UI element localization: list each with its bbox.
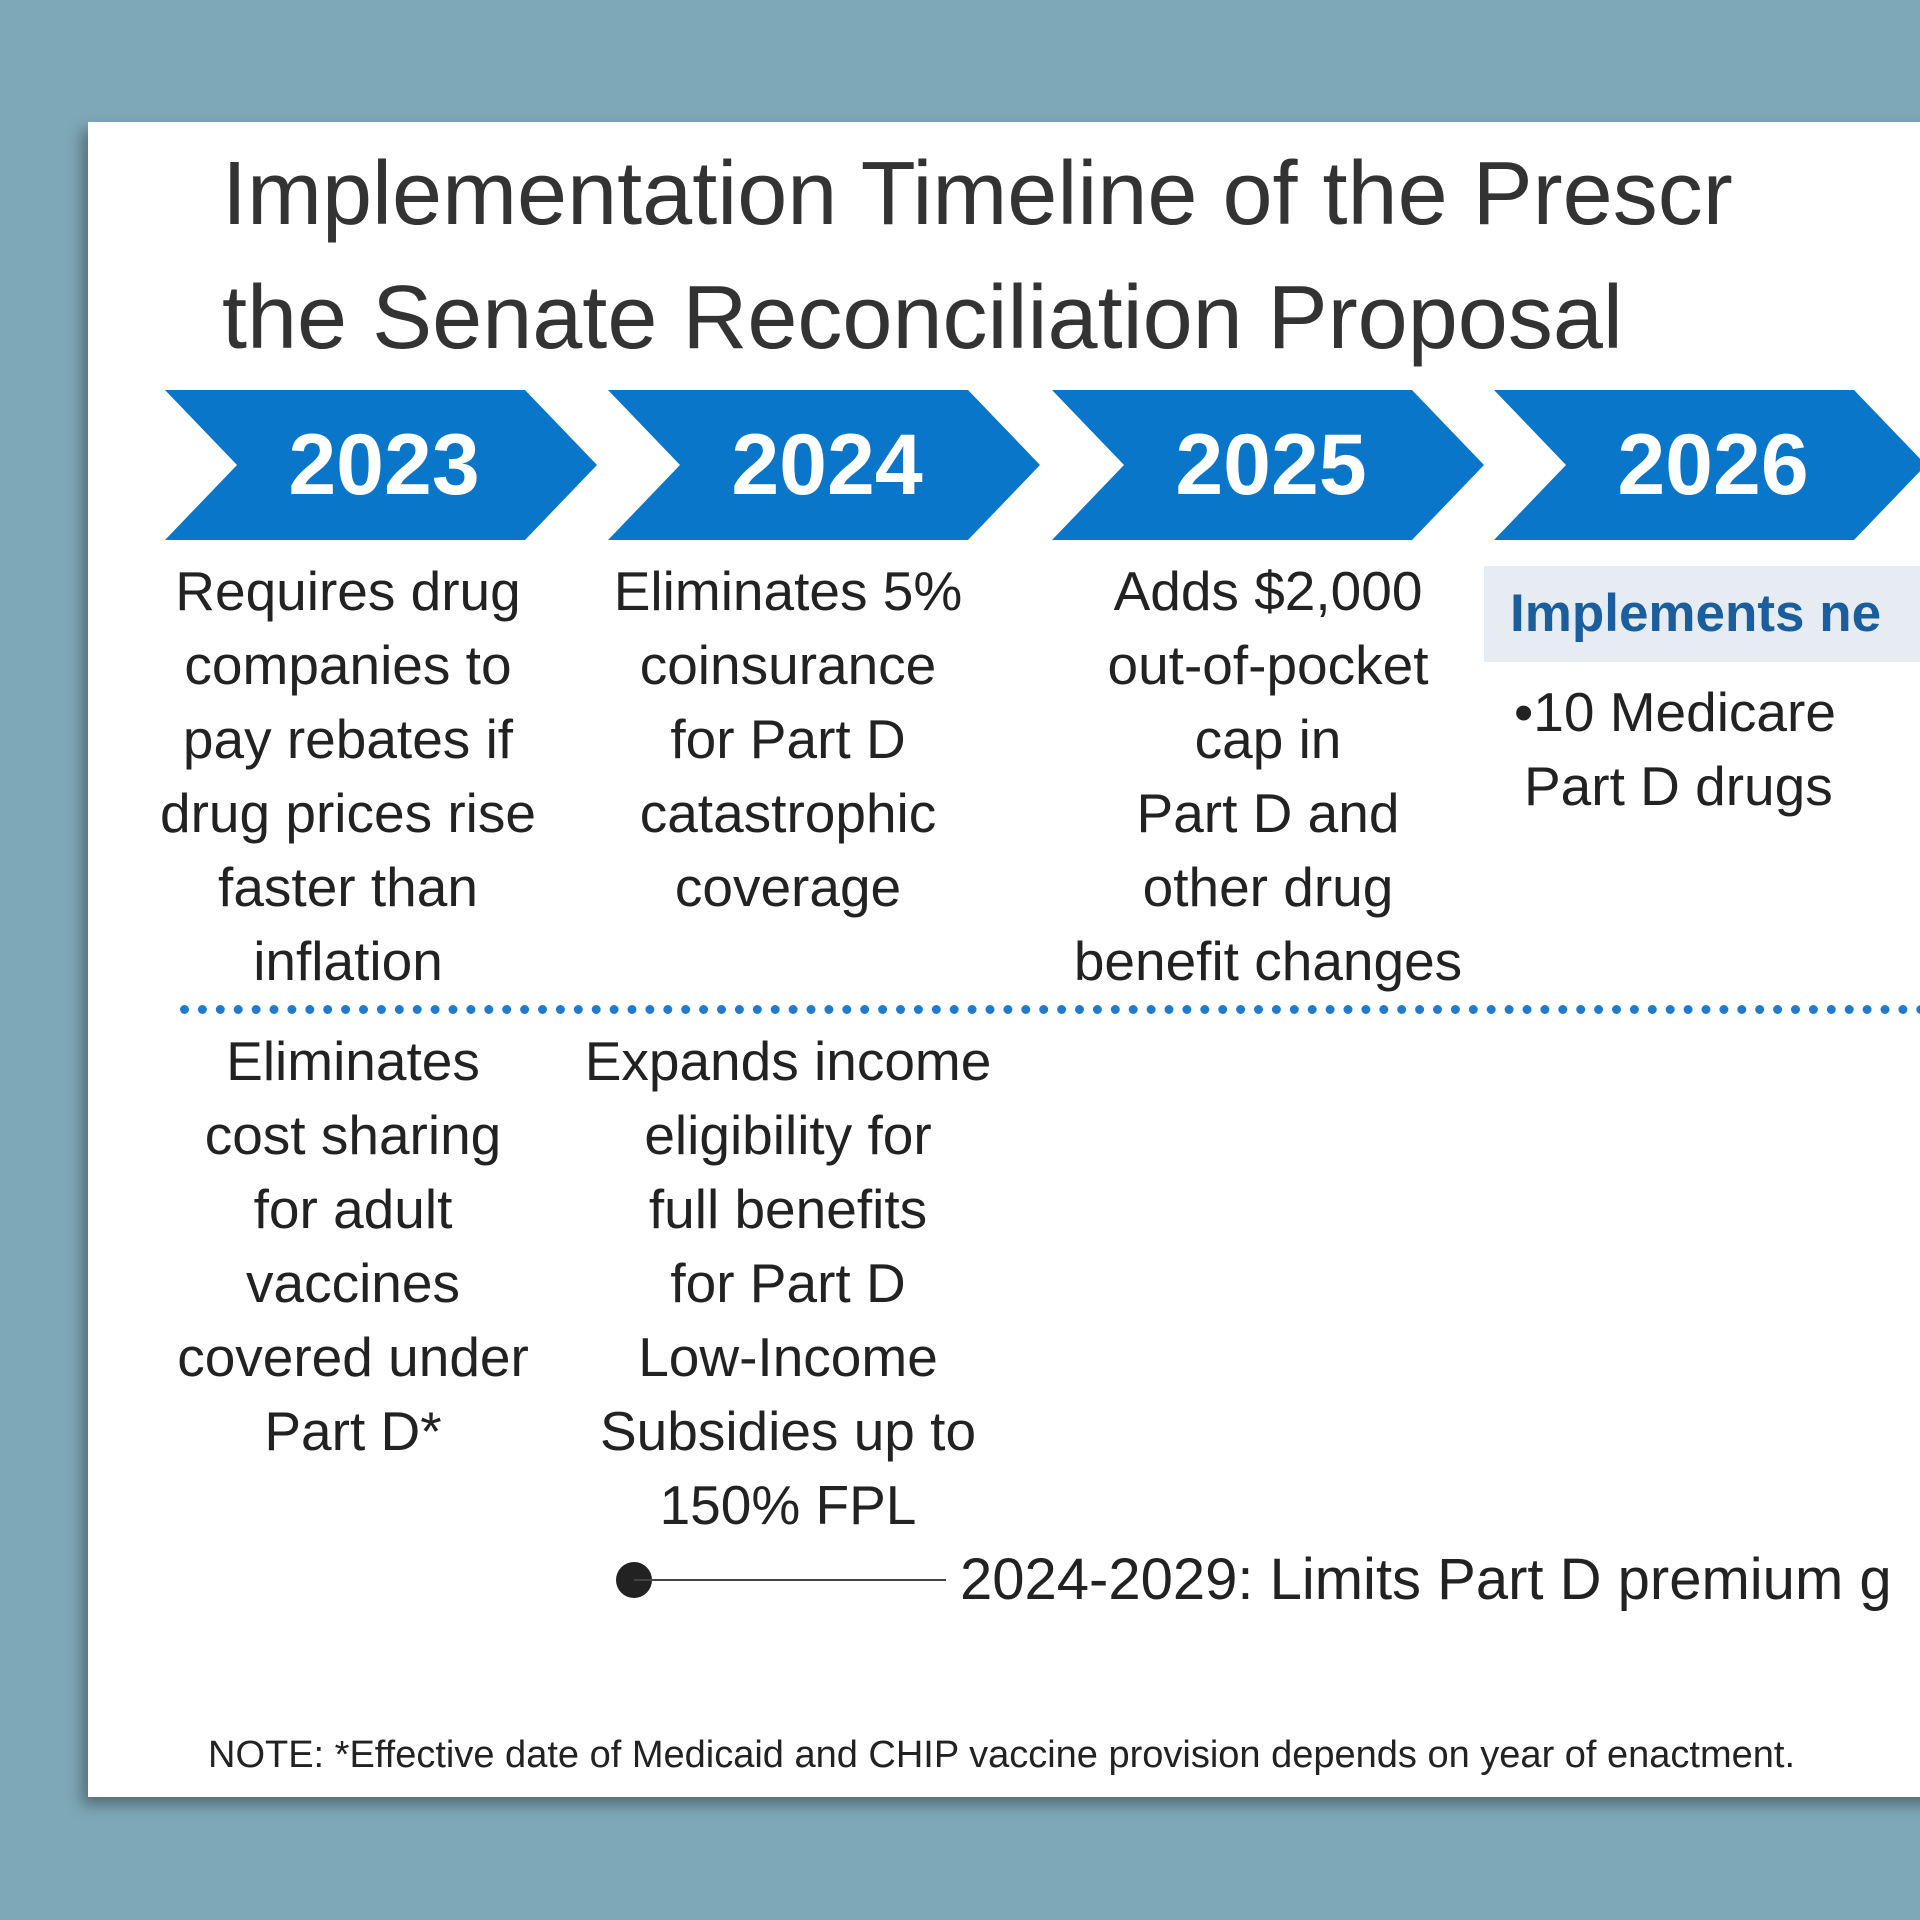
upper-2025-text: Adds $2,000 out-of-pocket cap in Part D … bbox=[1028, 554, 1508, 998]
text-line: catastrophic bbox=[639, 782, 937, 844]
text-line: 150% FPL bbox=[659, 1474, 917, 1536]
text-line: Eliminates 5% bbox=[613, 560, 963, 622]
text-line: full benefits bbox=[648, 1178, 928, 1240]
text-line: Expands income bbox=[584, 1030, 992, 1092]
text-line: Part D* bbox=[264, 1400, 442, 1462]
text-line: for Part D bbox=[670, 708, 906, 770]
text-line: for adult bbox=[253, 1178, 453, 1240]
range-connector-line bbox=[634, 1579, 946, 1581]
upper-2023-text: Requires drug companies to pay rebates i… bbox=[132, 554, 564, 998]
upper-2024-text: Eliminates 5% coinsurance for Part D cat… bbox=[588, 554, 988, 924]
year-label-2026: 2026 bbox=[1617, 416, 1809, 513]
year-chevron-2024: 2024 bbox=[608, 390, 1040, 540]
year-label-2024: 2024 bbox=[731, 416, 923, 513]
lower-2023-text: Eliminates cost sharing for adult vaccin… bbox=[148, 1024, 558, 1468]
implements-bullet: •10 Medicare Part D drugs bbox=[1514, 675, 1836, 823]
year-chevron-2023: 2023 bbox=[165, 390, 597, 540]
text-line: Part D and bbox=[1136, 782, 1400, 844]
year-chevron-2025: 2025 bbox=[1052, 390, 1484, 540]
text-line: coverage bbox=[674, 856, 902, 918]
text-line: out-of-pocket bbox=[1107, 634, 1429, 696]
year-label-2023: 2023 bbox=[288, 416, 480, 513]
text-line: other drug bbox=[1142, 856, 1394, 918]
text-line: faster than bbox=[218, 856, 478, 918]
timeline-card: Implementation Timeline of the Prescr th… bbox=[88, 122, 1920, 1797]
text-line: Subsidies up to bbox=[599, 1400, 977, 1462]
dotted-divider bbox=[180, 1005, 1920, 1014]
text-line: cost sharing bbox=[204, 1104, 502, 1166]
text-line: companies to bbox=[184, 634, 512, 696]
text-line: Requires drug bbox=[175, 560, 521, 622]
text-line: for Part D bbox=[670, 1252, 906, 1314]
text-line: Eliminates bbox=[226, 1030, 480, 1092]
year-label-2025: 2025 bbox=[1175, 416, 1367, 513]
text-line: vaccines bbox=[246, 1252, 460, 1314]
text-line: covered under bbox=[177, 1326, 529, 1388]
bullet-line: •10 Medicare bbox=[1514, 681, 1836, 743]
text-line: Low-Income bbox=[638, 1326, 938, 1388]
text-line: benefit changes bbox=[1073, 930, 1463, 992]
year-chevron-2026: 2026 bbox=[1494, 390, 1920, 540]
premium-limit-label: 2024-2029: Limits Part D premium g bbox=[960, 1547, 1892, 1612]
page-title: Implementation Timeline of the Prescr th… bbox=[222, 132, 1920, 380]
title-line-1: Implementation Timeline of the Prescr bbox=[222, 144, 1733, 244]
text-line: eligibility for bbox=[644, 1104, 932, 1166]
text-line: cap in bbox=[1194, 708, 1342, 770]
text-line: drug prices rise bbox=[160, 782, 536, 844]
text-line: Adds $2,000 bbox=[1113, 560, 1423, 622]
text-line: coinsurance bbox=[639, 634, 937, 696]
bullet-line: Part D drugs bbox=[1524, 755, 1833, 817]
footnote: NOTE: *Effective date of Medicaid and CH… bbox=[208, 1734, 1796, 1776]
text-line: pay rebates if bbox=[182, 708, 514, 770]
implements-header: Implements ne bbox=[1484, 566, 1920, 662]
title-line-2: the Senate Reconciliation Proposal bbox=[222, 268, 1623, 368]
text-line: inflation bbox=[253, 930, 443, 992]
lower-2024-text: Expands income eligibility for full bene… bbox=[558, 1024, 1018, 1542]
